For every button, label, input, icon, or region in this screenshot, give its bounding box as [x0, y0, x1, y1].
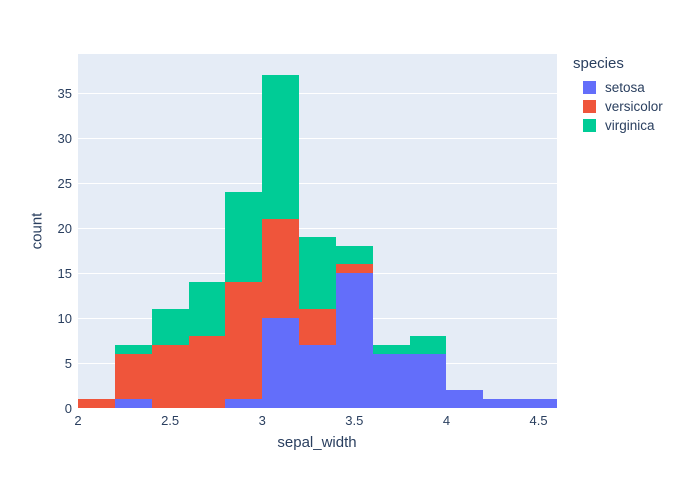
- bar-segment-versicolor[interactable]: [114, 354, 152, 399]
- bar-segment-versicolor[interactable]: [335, 264, 373, 273]
- legend-items: setosa versicolor virginica: [573, 78, 663, 135]
- bar-segment-setosa[interactable]: [409, 354, 447, 408]
- bar-segment-setosa[interactable]: [262, 318, 300, 408]
- y-tick-label: 10: [57, 310, 72, 326]
- bar-segment-virginica[interactable]: [188, 282, 226, 336]
- gridline: [78, 137, 557, 139]
- bar-segment-setosa[interactable]: [335, 273, 373, 408]
- bar-segment-versicolor[interactable]: [299, 309, 336, 345]
- legend-title: species: [573, 55, 624, 72]
- bar-segment-virginica[interactable]: [114, 345, 152, 354]
- bar-segment-setosa[interactable]: [299, 345, 336, 408]
- y-tick-label: 25: [57, 175, 72, 191]
- y-tick-label: 15: [57, 265, 72, 281]
- legend-item-virginica[interactable]: virginica: [573, 116, 663, 135]
- gridline: [78, 227, 557, 229]
- x-tick-label: 4.5: [529, 413, 548, 428]
- x-tick-label: 4: [442, 413, 451, 428]
- x-axis-title: sepal_width: [277, 434, 357, 451]
- bar-segment-virginica[interactable]: [299, 237, 336, 309]
- bar-segment-virginica[interactable]: [262, 74, 300, 219]
- bar-segment-setosa[interactable]: [446, 390, 484, 408]
- bar-segment-setosa[interactable]: [520, 399, 557, 408]
- bar-segment-setosa[interactable]: [114, 399, 152, 408]
- bar-segment-virginica[interactable]: [409, 336, 447, 354]
- legend: species setosa versicolor virginica: [573, 55, 663, 135]
- legend-swatch-icon: [583, 81, 596, 94]
- bar-segment-versicolor[interactable]: [78, 399, 115, 408]
- gridline: [78, 92, 557, 94]
- y-tick-label: 35: [57, 85, 72, 101]
- bar-segment-versicolor[interactable]: [188, 336, 226, 408]
- gridline: [78, 182, 557, 184]
- legend-swatch-icon: [583, 119, 596, 132]
- y-tick-label: 20: [57, 220, 72, 236]
- x-tick-label: 2.5: [161, 413, 180, 428]
- y-tick-label: 0: [64, 401, 72, 416]
- bar-segment-versicolor[interactable]: [262, 219, 300, 318]
- legend-item-label: setosa: [605, 80, 645, 95]
- bar-segment-setosa[interactable]: [225, 399, 263, 408]
- y-tick-label: 30: [57, 130, 72, 146]
- bar-segment-virginica[interactable]: [372, 345, 410, 354]
- legend-swatch-icon: [583, 100, 596, 113]
- bar-segment-versicolor[interactable]: [225, 282, 263, 399]
- legend-item-versicolor[interactable]: versicolor: [573, 97, 663, 116]
- bar-segment-setosa[interactable]: [483, 399, 521, 408]
- bar-segment-setosa[interactable]: [372, 354, 410, 408]
- x-tick-label: 2: [74, 413, 82, 428]
- bar-segment-virginica[interactable]: [225, 192, 263, 282]
- legend-item-setosa[interactable]: setosa: [573, 78, 663, 97]
- legend-item-label: versicolor: [605, 99, 663, 114]
- x-tick-label: 3: [258, 413, 266, 428]
- x-tick-label: 3.5: [345, 413, 364, 428]
- y-tick-label: 5: [64, 355, 72, 371]
- bar-segment-virginica[interactable]: [151, 309, 189, 345]
- bar-segment-versicolor[interactable]: [151, 345, 189, 408]
- legend-item-label: virginica: [605, 118, 655, 133]
- plot-area[interactable]: [78, 54, 557, 408]
- bar-segment-virginica[interactable]: [335, 246, 373, 264]
